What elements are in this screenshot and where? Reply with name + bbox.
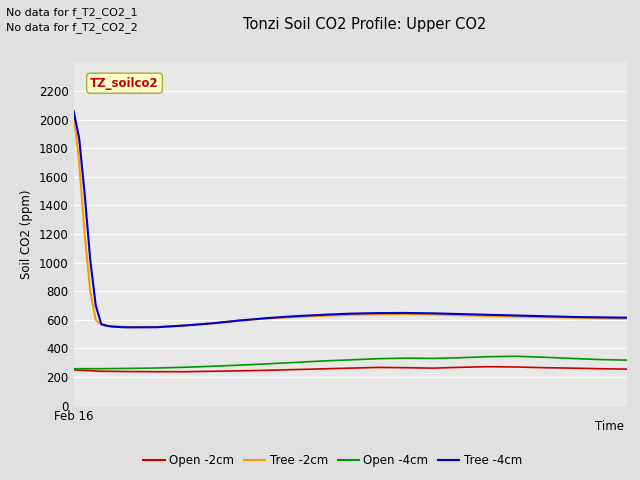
Text: TZ_soilco2: TZ_soilco2 bbox=[90, 77, 159, 90]
Y-axis label: Soil CO2 (ppm): Soil CO2 (ppm) bbox=[20, 189, 33, 279]
Text: No data for f_T2_CO2_2: No data for f_T2_CO2_2 bbox=[6, 22, 138, 33]
Text: Time: Time bbox=[595, 420, 624, 433]
Legend: Open -2cm, Tree -2cm, Open -4cm, Tree -4cm: Open -2cm, Tree -2cm, Open -4cm, Tree -4… bbox=[139, 449, 527, 472]
Text: Tonzi Soil CO2 Profile: Upper CO2: Tonzi Soil CO2 Profile: Upper CO2 bbox=[243, 17, 486, 32]
Text: No data for f_T2_CO2_1: No data for f_T2_CO2_1 bbox=[6, 7, 138, 18]
